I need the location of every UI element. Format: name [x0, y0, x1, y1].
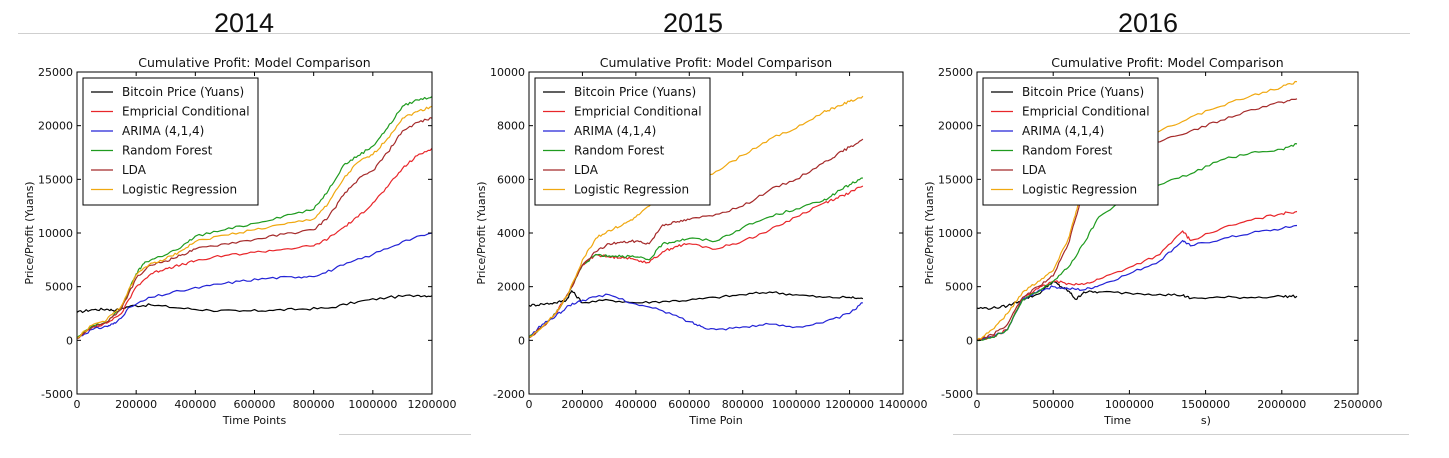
x-tick-label: 2000000 [1257, 398, 1306, 411]
series-line-arima-4-1-4 [528, 293, 863, 338]
series-line-random-forest [976, 143, 1298, 342]
x-tick-label: 1000000 [1105, 398, 1154, 411]
y-tick-label: 8000 [497, 120, 525, 133]
bottom-divider-left [339, 434, 471, 435]
x-tick-label: 400000 [174, 398, 216, 411]
legend-label: Bitcoin Price (Yuans) [122, 85, 244, 99]
y-tick-label: -5000 [941, 388, 973, 401]
legend-box [534, 77, 711, 206]
legend-label: ARIMA (4,1,4) [1022, 124, 1104, 138]
y-tick-label: 0 [966, 334, 973, 347]
y-tick-label: 20000 [38, 120, 73, 133]
x-tick-label: 400000 [615, 398, 657, 411]
legend-label: Logistic Regression [574, 183, 689, 197]
legend-label: Empricial Conditional [574, 105, 702, 119]
y-tick-label: 6000 [497, 173, 525, 186]
x-tick-label: 800000 [293, 398, 335, 411]
x-tick-label: 0 [74, 398, 81, 411]
x-tick-label: 1500000 [1181, 398, 1230, 411]
chart-title: Cumulative Profit: Model Comparison [1051, 55, 1283, 70]
y-tick-label: 10000 [490, 66, 525, 79]
series-line-logistic-regression [76, 105, 433, 339]
x-tick-label: 200000 [561, 398, 603, 411]
x-tick-label: 1000000 [348, 398, 397, 411]
y-tick-label: 5000 [45, 281, 73, 294]
y-tick-label: 15000 [38, 173, 73, 186]
chart-panel-3: Cumulative Profit: Model Comparison 0 5000… [923, 55, 1383, 427]
x-tick-label: 0 [526, 398, 533, 411]
y-tick-label: -5000 [41, 388, 73, 401]
chart-title: Cumulative Profit: Model Comparison [600, 55, 832, 70]
x-axis-label: Time s) [1103, 414, 1211, 427]
series-line-lda [528, 138, 864, 339]
x-tick-label: 1400000 [879, 398, 928, 411]
series-line-empricial-conditional [76, 147, 433, 339]
y-tick-label: 2000 [497, 281, 525, 294]
legend-label: Bitcoin Price (Yuans) [574, 85, 696, 99]
legend-label: Random Forest [122, 144, 213, 158]
y-tick-label: 25000 [938, 66, 973, 79]
x-tick-label: 600000 [668, 398, 710, 411]
legend-label: Random Forest [1022, 144, 1113, 158]
y-tick-label: 0 [66, 334, 73, 347]
x-tick-label: 1200000 [825, 398, 874, 411]
series-line-empricial-conditional [976, 210, 1298, 341]
y-tick-label: 10000 [938, 227, 973, 240]
legend-box [982, 77, 1159, 206]
y-axis-label: Price/Profit (Yuans) [475, 181, 488, 284]
legend-label: Bitcoin Price (Yuans) [1022, 85, 1144, 99]
legend-label: LDA [1022, 163, 1047, 177]
chart-panel-2: Cumulative Profit: Model Comparison 0 2000… [475, 55, 928, 427]
y-tick-label: 25000 [38, 66, 73, 79]
series-line-empricial-conditional [528, 185, 864, 339]
y-tick-label: 5000 [945, 281, 973, 294]
series-line-bitcoin-price-yuans [528, 290, 864, 307]
y-axis-label: Price/Profit (Yuans) [23, 181, 36, 284]
legend-label: Empricial Conditional [122, 105, 250, 119]
legend-label: LDA [574, 163, 599, 177]
x-axis-label: Time Poin [688, 414, 742, 427]
x-tick-label: 600000 [234, 398, 276, 411]
y-axis-label: Price/Profit (Yuans) [923, 181, 936, 284]
legend-label: Logistic Regression [1022, 183, 1137, 197]
x-tick-label: 200000 [115, 398, 157, 411]
y-tick-label: 0 [518, 334, 525, 347]
legend-label: Empricial Conditional [1022, 105, 1150, 119]
legend-label: Random Forest [574, 144, 665, 158]
series-line-random-forest [76, 96, 433, 339]
series-line-lda [76, 117, 433, 339]
series-line-arima-4-1-4 [976, 224, 1298, 341]
x-tick-label: 0 [974, 398, 981, 411]
y-tick-label: 10000 [38, 227, 73, 240]
legend-label: Logistic Regression [122, 183, 237, 197]
x-tick-label: 800000 [722, 398, 764, 411]
legend-label: LDA [122, 163, 147, 177]
top-divider [18, 33, 1410, 34]
legend-box [82, 77, 259, 206]
x-tick-label: 1000000 [772, 398, 821, 411]
y-tick-label: 15000 [938, 173, 973, 186]
y-tick-label: 20000 [938, 120, 973, 133]
x-tick-label: 2500000 [1334, 398, 1383, 411]
chart-title: Cumulative Profit: Model Comparison [138, 55, 370, 70]
series-line-arima-4-1-4 [76, 232, 433, 339]
chart-panel-1: Cumulative Profit: Model Comparison 0 2000… [23, 55, 457, 427]
legend-label: ARIMA (4,1,4) [574, 124, 656, 138]
y-tick-label: -2000 [493, 388, 525, 401]
x-tick-label: 1200000 [408, 398, 457, 411]
x-tick-label: 500000 [1032, 398, 1074, 411]
series-line-bitcoin-price-yuans [976, 280, 1298, 310]
bottom-divider-right [953, 434, 1409, 435]
series-line-bitcoin-price-yuans [76, 294, 433, 314]
legend-label: ARIMA (4,1,4) [122, 124, 204, 138]
x-axis-label: Time Points [222, 414, 287, 427]
y-tick-label: 4000 [497, 227, 525, 240]
